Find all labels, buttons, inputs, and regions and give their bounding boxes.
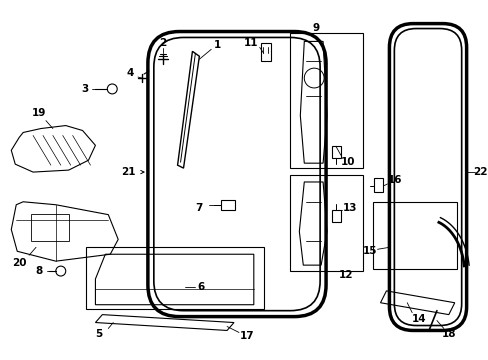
Text: 13: 13 xyxy=(342,203,356,213)
Text: 20: 20 xyxy=(12,258,26,268)
Text: 18: 18 xyxy=(441,329,455,339)
Text: 12: 12 xyxy=(338,270,352,280)
Text: 19: 19 xyxy=(32,108,46,118)
Bar xyxy=(221,200,235,210)
Bar xyxy=(260,44,270,61)
Text: 16: 16 xyxy=(387,175,402,185)
Text: 3: 3 xyxy=(81,84,88,94)
Text: 11: 11 xyxy=(243,39,258,48)
Text: 14: 14 xyxy=(411,314,426,324)
Text: 15: 15 xyxy=(362,246,376,256)
Text: 22: 22 xyxy=(472,167,487,177)
Bar xyxy=(290,175,362,271)
Text: 17: 17 xyxy=(239,332,254,341)
Text: 4: 4 xyxy=(126,68,134,78)
Text: 2: 2 xyxy=(159,39,166,48)
Bar xyxy=(372,202,456,269)
Text: 9: 9 xyxy=(312,23,319,32)
Text: 7: 7 xyxy=(195,203,203,213)
Bar xyxy=(373,178,383,192)
Text: 8: 8 xyxy=(35,266,42,276)
Bar xyxy=(331,147,340,158)
Bar xyxy=(85,247,263,309)
Text: 21: 21 xyxy=(121,167,135,177)
Text: 6: 6 xyxy=(197,282,204,292)
Bar xyxy=(331,210,340,221)
Bar xyxy=(290,33,362,168)
Text: 5: 5 xyxy=(95,329,102,339)
Bar xyxy=(31,213,68,241)
Text: 1: 1 xyxy=(213,40,221,50)
Text: 10: 10 xyxy=(340,157,354,167)
